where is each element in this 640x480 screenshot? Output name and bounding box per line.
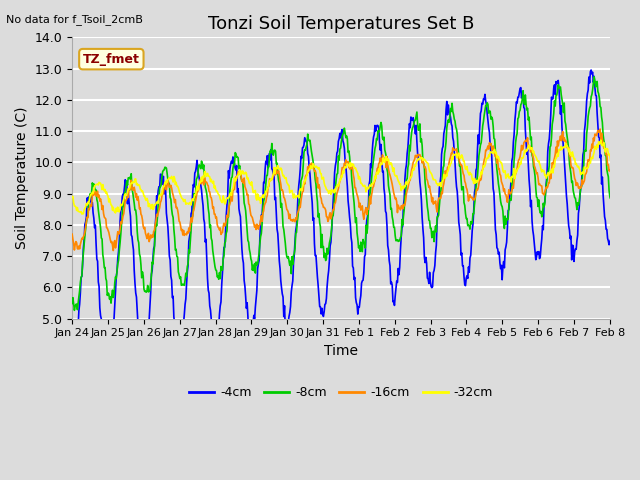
X-axis label: Time: Time [324, 344, 358, 358]
Y-axis label: Soil Temperature (C): Soil Temperature (C) [15, 107, 29, 249]
Title: Tonzi Soil Temperatures Set B: Tonzi Soil Temperatures Set B [208, 15, 474, 33]
Text: No data for f_Tsoil_2cmB: No data for f_Tsoil_2cmB [6, 14, 143, 25]
Text: TZ_fmet: TZ_fmet [83, 53, 140, 66]
Legend: -4cm, -8cm, -16cm, -32cm: -4cm, -8cm, -16cm, -32cm [184, 381, 498, 404]
